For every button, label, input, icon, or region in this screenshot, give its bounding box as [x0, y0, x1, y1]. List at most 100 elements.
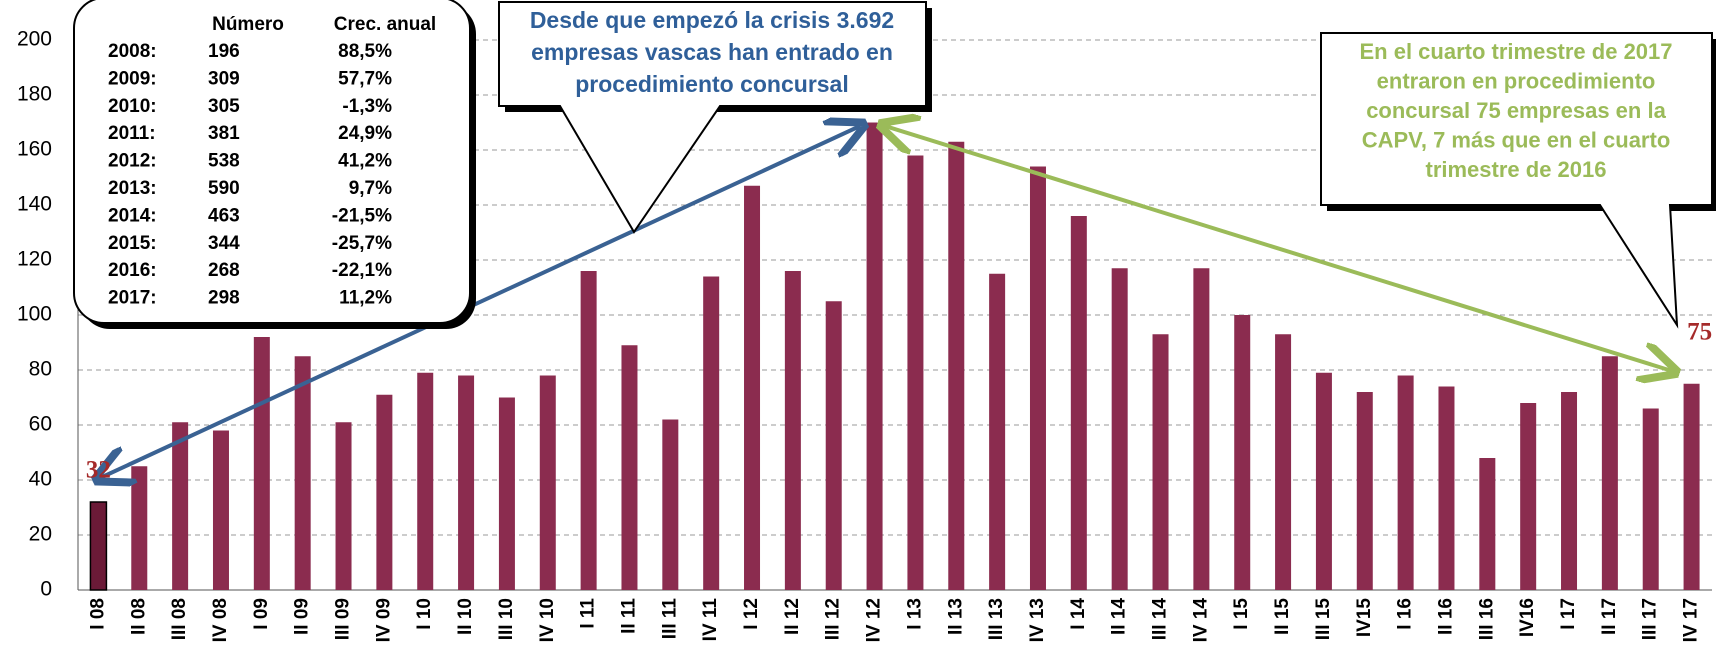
x-tick-label: II 17 [1599, 598, 1620, 635]
x-tick-label: III 11 [659, 598, 680, 640]
bar [498, 397, 515, 590]
y-tick-label: 200 [17, 28, 52, 51]
bar [825, 301, 842, 590]
x-tick-label: IV 11 [700, 598, 721, 642]
x-tick-label: I 10 [414, 598, 435, 630]
table-cell: 590 [208, 178, 240, 199]
x-tick-label: II 11 [618, 598, 639, 634]
table-cell: 88,5% [338, 41, 392, 62]
bar [131, 466, 148, 590]
x-tick-label: IV 17 [1681, 598, 1702, 642]
x-tick-label: IV16 [1517, 598, 1538, 637]
bar [1520, 403, 1537, 590]
bar [253, 337, 270, 590]
bar [1683, 383, 1700, 590]
x-tick-label: I 09 [251, 598, 272, 630]
table-cell: 305 [208, 96, 240, 117]
bar [1397, 375, 1414, 590]
bar [294, 356, 311, 590]
table-cell: 41,2% [338, 151, 392, 172]
bar [1234, 315, 1251, 590]
y-tick-label: 140 [17, 193, 52, 216]
y-tick-label: 100 [17, 303, 52, 326]
bar [989, 273, 1006, 590]
x-tick-label: II 09 [292, 598, 313, 635]
x-tick-label: II 08 [128, 598, 149, 635]
table-cell: 9,7% [349, 178, 392, 199]
bar [1356, 392, 1373, 590]
y-tick-label: 40 [29, 468, 52, 491]
x-tick-label: II 16 [1435, 598, 1456, 635]
x-tick-label: III 12 [823, 598, 844, 640]
bar [539, 375, 556, 590]
x-tick-label: I 11 [578, 598, 599, 629]
bar [1275, 334, 1292, 590]
x-tick-label: II 14 [1109, 598, 1130, 635]
bar [172, 422, 189, 590]
bar [662, 419, 679, 590]
bar [1029, 166, 1046, 590]
table-cell: 196 [208, 41, 240, 62]
x-tick-label: IV 10 [537, 598, 558, 642]
y-tick-label: 180 [17, 83, 52, 106]
x-tick-label: I 12 [741, 598, 762, 630]
x-tick-label: III 14 [1150, 598, 1171, 641]
x-tick-label: III 09 [333, 598, 354, 640]
table-cell: -1,3% [342, 96, 392, 117]
bar [1315, 372, 1332, 590]
y-tick-label: 120 [17, 248, 52, 271]
table-cell: 2010: [108, 96, 157, 117]
x-tick-label: III 16 [1476, 598, 1497, 640]
table-cell: 2009: [108, 68, 157, 89]
table-cell: 2011: [108, 123, 156, 144]
table-cell: 57,7% [338, 68, 392, 89]
bar [335, 422, 352, 590]
x-tick-label: I 16 [1395, 598, 1416, 630]
x-tick-label: IV 08 [210, 598, 231, 642]
bar [417, 372, 434, 590]
arrow [100, 126, 860, 478]
table-cell: 2014: [108, 205, 157, 226]
bar [744, 185, 761, 590]
bar [1438, 386, 1455, 590]
bar [1642, 408, 1659, 590]
x-tick-label: II 12 [782, 598, 803, 635]
bar [376, 394, 393, 590]
x-tick-label: III 10 [496, 598, 517, 640]
y-tick-label: 60 [29, 413, 52, 436]
x-tick-label: IV 09 [373, 598, 394, 642]
table-header: Crec. anual [334, 14, 436, 35]
table-cell: 2013: [108, 178, 157, 199]
table-cell: 463 [208, 205, 240, 226]
bar [703, 276, 720, 590]
table-cell: 2017: [108, 288, 157, 309]
x-tick-label: II 10 [455, 598, 476, 635]
table-header: Número [212, 14, 284, 35]
bar [1601, 356, 1618, 590]
table-cell: 268 [208, 260, 240, 281]
data-label: 32 [86, 457, 111, 484]
bar [784, 271, 801, 590]
table-cell: 298 [208, 288, 240, 309]
table-cell: 344 [208, 233, 240, 254]
x-tick-label: I 14 [1068, 598, 1089, 630]
bar [458, 375, 475, 590]
y-tick-label: 0 [40, 578, 52, 601]
table-cell: 2012: [108, 151, 157, 172]
y-tick-label: 80 [29, 358, 52, 381]
x-tick-label: IV 13 [1027, 598, 1048, 642]
table-cell: 381 [208, 123, 240, 144]
x-tick-label: I 17 [1558, 598, 1579, 630]
x-tick-label: II 13 [945, 598, 966, 635]
y-tick-label: 160 [17, 138, 52, 161]
y-tick-label: 20 [29, 523, 52, 546]
x-tick-label: III 17 [1640, 598, 1661, 640]
bar [580, 271, 597, 590]
annotation: Desde que empezó la crisis 3.692 empresas… [530, 7, 894, 97]
table-cell: -22,1% [332, 260, 392, 281]
data-label: 75 [1687, 318, 1712, 345]
x-tick-label: IV 14 [1190, 598, 1211, 643]
bar [89, 501, 108, 591]
bar [621, 345, 638, 590]
